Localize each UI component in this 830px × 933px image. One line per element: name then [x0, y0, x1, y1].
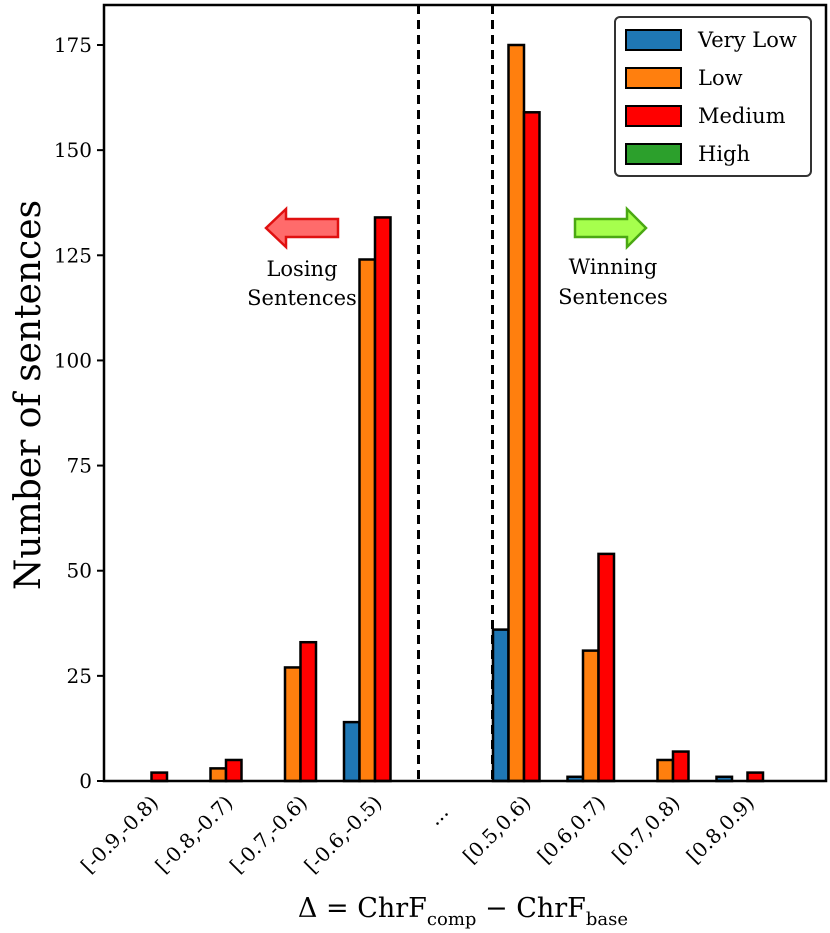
arrow-right-icon [573, 205, 648, 251]
legend-label-low: Low [698, 66, 743, 90]
bar-low-2 [283, 666, 302, 783]
x-tick-label-2: [-0.7,-0.6) [225, 791, 312, 878]
legend-swatch-high [625, 143, 682, 165]
bar-low-1 [209, 767, 228, 783]
y-axis-label: Number of sentences [8, 200, 49, 590]
y-tick-label-50: 50 [67, 559, 92, 583]
bar-medium-3 [373, 216, 392, 783]
legend-swatch-low [625, 67, 682, 89]
winning-label-line2: Sentences [558, 285, 668, 309]
y-tick-label-0: 0 [79, 769, 92, 793]
legend-label-medium: Medium [698, 104, 786, 128]
bar-low-6 [581, 649, 600, 783]
y-tick-label-125: 125 [54, 243, 92, 267]
x-tick-label-6: [0.6,0.7) [533, 791, 610, 868]
bar-medium-0 [150, 771, 169, 783]
bars-layer [150, 43, 765, 783]
legend-swatch-medium [625, 105, 682, 127]
bar-medium-6 [597, 552, 616, 783]
x-tick-label-0: [-0.9,-0.8) [76, 791, 163, 878]
y-tick-label-25: 25 [67, 664, 92, 688]
bar-medium-1 [224, 758, 243, 783]
winning-label-line1: Winning [569, 255, 658, 279]
x-tick-label-1: [-0.8,-0.7) [150, 791, 237, 878]
bar-medium-2 [299, 640, 318, 783]
x-tick-label-ellipsis: ... [423, 800, 453, 830]
legend-box [614, 16, 812, 177]
bar-very-low-5 [491, 628, 510, 783]
axes-layer [102, 3, 828, 783]
losing-label-line2: Sentences [247, 286, 357, 310]
legend-swatch-very-low [625, 29, 682, 51]
bar-very-low-3 [342, 720, 361, 783]
bar-medium-5 [522, 111, 541, 783]
legend: Very Low Low Medium High [614, 16, 812, 177]
x-tick-label-5: [0.5,0.6) [458, 791, 535, 868]
x-tick-label-7: [0.7,0.8) [607, 791, 684, 868]
y-tick-label-100: 100 [54, 348, 92, 372]
y-tick-label-150: 150 [54, 138, 92, 162]
bar-low-7 [656, 758, 675, 783]
x-axis-label: Δ = ChrFcomp − ChrFbase [298, 893, 628, 930]
y-tick-label-75: 75 [67, 454, 92, 478]
x-tick-label-8: [0.8,0.9) [682, 791, 759, 868]
arrow-left-icon [264, 206, 340, 250]
bar-medium-8 [746, 771, 765, 783]
annotations-layer: Losing Sentences Winning Sentences [247, 205, 668, 310]
y-tick-label-175: 175 [54, 33, 92, 57]
bar-medium-7 [671, 750, 690, 783]
plot-frame [102, 3, 828, 783]
legend-label-very-low: Very Low [697, 28, 797, 52]
x-tick-label-3: [-0.6,-0.5) [299, 791, 386, 878]
legend-label-high: High [698, 142, 750, 166]
losing-label-line1: Losing [266, 257, 337, 281]
bar-low-3 [358, 258, 377, 783]
bar-low-5 [507, 43, 526, 783]
